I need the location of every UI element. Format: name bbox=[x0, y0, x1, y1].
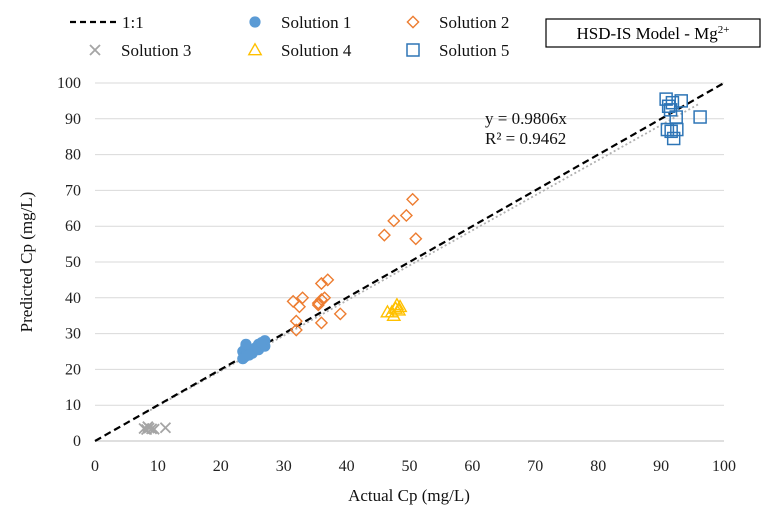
solution-5-point bbox=[665, 95, 680, 110]
solution-1-point bbox=[256, 336, 268, 349]
y-tick-label: 70 bbox=[65, 182, 81, 199]
solution-2-point bbox=[377, 228, 391, 242]
trendline bbox=[141, 103, 700, 416]
solution-2-point bbox=[409, 232, 423, 246]
solution-2-point bbox=[289, 323, 303, 337]
solution-1-point bbox=[243, 349, 255, 361]
solution-2-point bbox=[333, 307, 347, 321]
solution-2-point bbox=[292, 300, 307, 314]
solution-1-point bbox=[240, 338, 252, 350]
x-tick-label: 80 bbox=[590, 458, 606, 475]
solution-4-point bbox=[384, 304, 400, 318]
x-tick-label: 0 bbox=[91, 458, 99, 475]
x-axis-title: Actual Cp (mg/L) bbox=[348, 486, 470, 505]
solution-5-point bbox=[660, 122, 675, 137]
solution-5-point bbox=[693, 110, 707, 124]
solution-4-point bbox=[389, 297, 405, 311]
y-tick-label: 80 bbox=[65, 147, 81, 164]
solution-4-point bbox=[392, 299, 408, 313]
y-tick-label: 50 bbox=[65, 254, 81, 271]
solution-2-point bbox=[321, 273, 335, 287]
solution-5-point bbox=[664, 124, 678, 139]
x-tick-label: 60 bbox=[464, 458, 480, 475]
y-tick-label: 100 bbox=[57, 75, 81, 92]
solution-5-point bbox=[669, 110, 683, 124]
x-tick-label: 20 bbox=[213, 458, 229, 475]
legend-swatch-solution-5 bbox=[406, 43, 420, 57]
solution-2-point bbox=[406, 192, 420, 206]
chart-title-main: HSD-IS Model - Mg bbox=[577, 24, 719, 43]
chart-title: HSD-IS Model - Mg2+ bbox=[577, 24, 730, 43]
legend-label-solution-3: Solution 3 bbox=[121, 41, 191, 60]
legend-label-solution-5: Solution 5 bbox=[439, 41, 509, 60]
y-tick-label: 30 bbox=[65, 326, 81, 343]
trendline-equation: y = 0.9806x bbox=[485, 109, 567, 128]
legend: 1:1 Solution 1 Solution 2 Solution 3 Solutio… bbox=[70, 13, 509, 60]
chart-title-superscript: 2+ bbox=[718, 24, 730, 36]
solution-3-point bbox=[142, 421, 154, 433]
x-tick-label: 70 bbox=[527, 458, 543, 475]
solution-5-point bbox=[674, 94, 688, 108]
solution-2-point bbox=[289, 314, 303, 328]
legend-label-solution-4: Solution 4 bbox=[281, 41, 352, 60]
y-tick-label: 60 bbox=[65, 218, 81, 235]
y-axis-title: Predicted Cp (mg/L) bbox=[17, 192, 36, 333]
lines-layer bbox=[94, 82, 725, 442]
solution-2-point bbox=[387, 214, 401, 228]
title-box-border bbox=[545, 18, 761, 48]
axes: 0 10 20 30 40 50 60 70 80 90 100 0 10 20 30 40 50 60 70 80 9… bbox=[57, 75, 736, 475]
legend-label-solution-1: Solution 1 bbox=[281, 13, 351, 32]
legend-swatch-solution-4 bbox=[247, 42, 263, 56]
x-tick-label: 30 bbox=[276, 458, 292, 475]
x-tick-label: 40 bbox=[339, 458, 355, 475]
solution-2-point bbox=[314, 276, 329, 291]
legend-swatch-solution-2 bbox=[406, 15, 420, 29]
y-tick-label: 40 bbox=[65, 290, 81, 307]
x-tick-label: 90 bbox=[653, 458, 669, 475]
y-tick-label: 10 bbox=[65, 397, 81, 414]
solution-3-point bbox=[148, 423, 160, 435]
legend-label-1-1: 1:1 bbox=[122, 13, 144, 32]
y-tick-label: 90 bbox=[65, 111, 81, 128]
legend-swatch-solution-3 bbox=[89, 44, 101, 56]
x-tick-label: 100 bbox=[712, 458, 736, 475]
solution-2-point bbox=[314, 316, 329, 330]
solution-2-point bbox=[311, 298, 325, 312]
points-layer bbox=[138, 92, 707, 436]
title-box: HSD-IS Model - Mg2+ bbox=[545, 18, 761, 48]
solution-3-point bbox=[159, 422, 172, 434]
solution-2-point bbox=[314, 293, 329, 307]
gridlines bbox=[95, 82, 724, 406]
x-tick-label: 50 bbox=[402, 458, 418, 475]
y-tick-label: 0 bbox=[73, 433, 81, 450]
x-tick-label: 10 bbox=[150, 458, 166, 475]
y-tick-label: 20 bbox=[65, 361, 81, 378]
legend-swatch-solution-1 bbox=[249, 16, 261, 28]
r-squared-label: R² = 0.9462 bbox=[485, 129, 566, 148]
legend-label-solution-2: Solution 2 bbox=[439, 13, 509, 32]
solution-2-point bbox=[295, 291, 310, 305]
solution-2-point bbox=[399, 208, 413, 223]
solution-2-point bbox=[317, 291, 332, 305]
